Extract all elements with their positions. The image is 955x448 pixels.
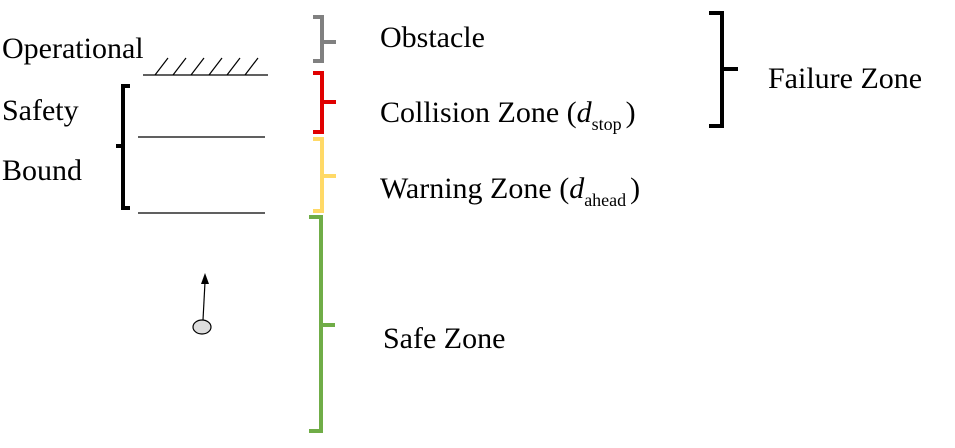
failure-label: Failure Zone [768, 62, 922, 95]
robot [192, 319, 212, 335]
zone-label: Collision Zone (dstop) [380, 96, 636, 134]
zone-label: Obstacle [380, 21, 485, 54]
zone-subscript: ahead [584, 190, 626, 210]
zone-subscript: stop [592, 114, 622, 134]
zone-label: Safe Zone [383, 322, 505, 355]
left-label: Bound [2, 154, 82, 187]
zone-label: Warning Zone (dahead) [380, 172, 640, 210]
collision-brace [313, 71, 336, 134]
zone-symbol: d [569, 172, 585, 205]
zone-close: ) [626, 96, 636, 129]
arrow-head [201, 273, 209, 284]
zone-text: Collision Zone ( [380, 96, 577, 129]
heading-arrow [202, 281, 206, 321]
zone-close: ) [630, 172, 640, 205]
left-label: Operational [2, 32, 144, 65]
safe-brace [309, 215, 335, 433]
left-label: Safety [2, 94, 79, 127]
zone-text: Warning Zone ( [380, 172, 569, 205]
obstacle-brace [313, 15, 336, 63]
zone-symbol: d [577, 96, 593, 129]
obstacle-wall [143, 57, 268, 76]
warning-brace [313, 137, 336, 213]
failure-bracket [709, 11, 738, 128]
bound-bracket [116, 84, 130, 210]
